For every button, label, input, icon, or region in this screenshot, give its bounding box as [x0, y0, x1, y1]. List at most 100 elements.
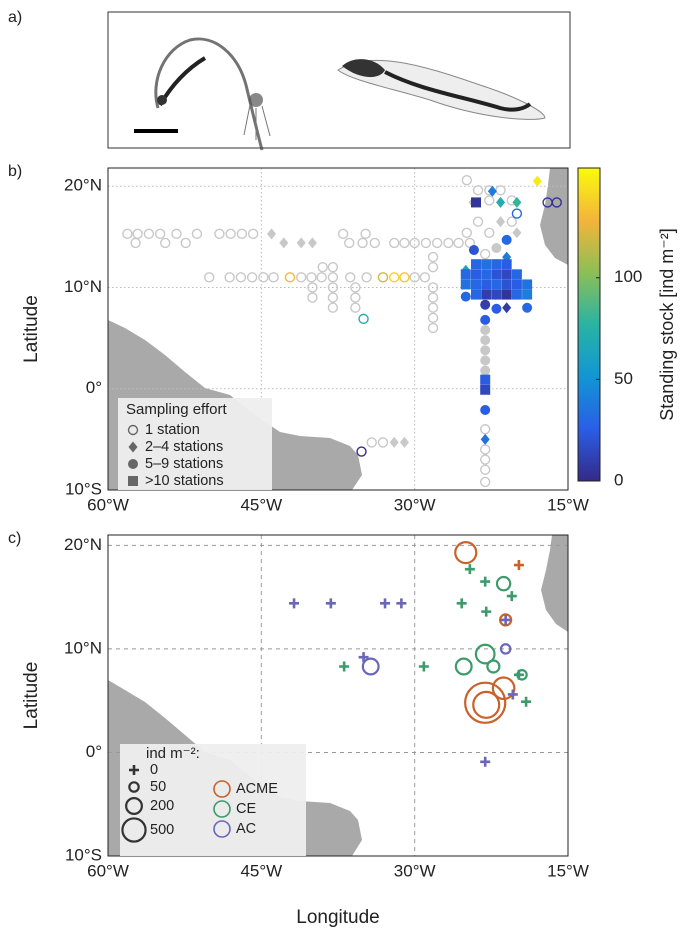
station-marker: [511, 279, 522, 290]
bubble: [491, 676, 516, 701]
station-marker: [258, 272, 269, 283]
bubble: [506, 591, 517, 602]
station-marker: [246, 272, 258, 283]
bubble: [481, 606, 492, 617]
station-marker: [160, 237, 171, 249]
station-marker: [427, 322, 439, 334]
station-marker: [468, 245, 479, 256]
colorbar-tick-label: 100: [614, 267, 642, 286]
station-marker: [327, 302, 339, 313]
y-tick-label: 10°N: [64, 638, 102, 657]
station-marker: [480, 444, 491, 455]
y-tick-label: 20°N: [64, 535, 102, 554]
y-tick-label: 0°: [86, 378, 102, 397]
station-marker: [327, 262, 339, 273]
bubble: [480, 576, 491, 587]
station-marker: [307, 282, 318, 293]
bubble: [464, 564, 475, 575]
bubble: [516, 669, 528, 681]
x-tick-label: 45°W: [240, 861, 282, 880]
colorbar-label: Standing stock [ind m⁻²]: [657, 228, 677, 421]
station-marker: [480, 405, 491, 416]
station-marker: [480, 345, 491, 356]
x-axis-label: Longitude: [296, 907, 379, 928]
station-marker: [453, 237, 464, 249]
station-marker: [491, 303, 502, 314]
station-marker: [350, 292, 361, 303]
bubble: [454, 541, 478, 565]
legend-label: 5–9 stations: [145, 456, 223, 472]
bubble: [513, 560, 524, 571]
legend-label: ACME: [236, 781, 278, 797]
station-marker: [501, 289, 512, 300]
bubble: [454, 657, 473, 676]
station-marker: [399, 436, 409, 448]
station-marker: [472, 216, 484, 227]
station-marker: [427, 312, 439, 324]
station-marker: [350, 282, 361, 293]
x-tick-label: 45°W: [240, 495, 282, 514]
station-marker: [427, 262, 439, 273]
legend-marker: [128, 476, 138, 486]
x-tick-label: 15°W: [547, 861, 589, 880]
station-marker: [356, 446, 367, 457]
station-marker: [481, 269, 492, 280]
station-marker: [512, 227, 522, 239]
x-tick-label: 60°W: [87, 495, 129, 514]
station-marker: [480, 424, 491, 435]
station-marker: [427, 251, 439, 263]
y-axis-label: Latitude: [21, 662, 42, 730]
station-marker: [427, 292, 439, 303]
legend-marker: [213, 780, 231, 798]
station-marker: [481, 259, 492, 270]
station-marker: [268, 272, 279, 283]
station-marker: [502, 302, 512, 314]
station-marker: [522, 289, 533, 300]
station-marker: [377, 437, 389, 448]
station-marker: [369, 237, 380, 249]
bubble: [289, 598, 300, 609]
size-legend-title: ind m⁻²:: [146, 745, 200, 762]
size-legend-label: 0: [150, 762, 158, 778]
y-axis-label: Latitude: [21, 295, 42, 363]
station-marker: [130, 237, 141, 249]
station-marker: [316, 272, 327, 283]
x-tick-label: 60°W: [87, 861, 129, 880]
legend-box: [120, 744, 306, 856]
y-tick-label: 20°N: [64, 176, 102, 195]
station-marker: [279, 237, 289, 249]
station-marker: [284, 272, 296, 283]
size-legend-marker: [128, 781, 140, 793]
station-marker: [491, 289, 502, 300]
bubble: [464, 681, 507, 724]
station-marker: [143, 228, 155, 240]
station-marker: [532, 175, 542, 187]
station-marker: [357, 237, 368, 249]
station-marker: [317, 262, 328, 273]
station-marker: [337, 228, 349, 240]
station-marker: [487, 185, 497, 197]
size-legend-label: 200: [150, 798, 174, 814]
station-marker: [366, 437, 377, 448]
legend-label: CE: [236, 801, 256, 817]
station-marker: [180, 237, 191, 249]
bubble: [495, 575, 512, 592]
station-marker: [480, 248, 491, 260]
station-marker: [122, 228, 133, 240]
size-legend-label: 500: [150, 822, 174, 838]
legend-label: >10 stations: [145, 473, 224, 489]
station-marker: [480, 355, 491, 366]
size-legend-marker: [125, 797, 143, 815]
legend-box: [118, 398, 272, 490]
plot-frame: [107, 534, 569, 857]
station-marker: [501, 259, 512, 270]
station-marker: [480, 325, 491, 336]
station-marker: [480, 476, 491, 488]
station-marker: [399, 237, 410, 249]
station-marker: [427, 282, 439, 293]
station-marker: [511, 208, 523, 219]
size-legend-marker: [129, 765, 139, 775]
y-tick-label: 10°S: [65, 479, 102, 498]
station-marker: [191, 228, 203, 240]
x-tick-label: 15°W: [547, 495, 589, 514]
